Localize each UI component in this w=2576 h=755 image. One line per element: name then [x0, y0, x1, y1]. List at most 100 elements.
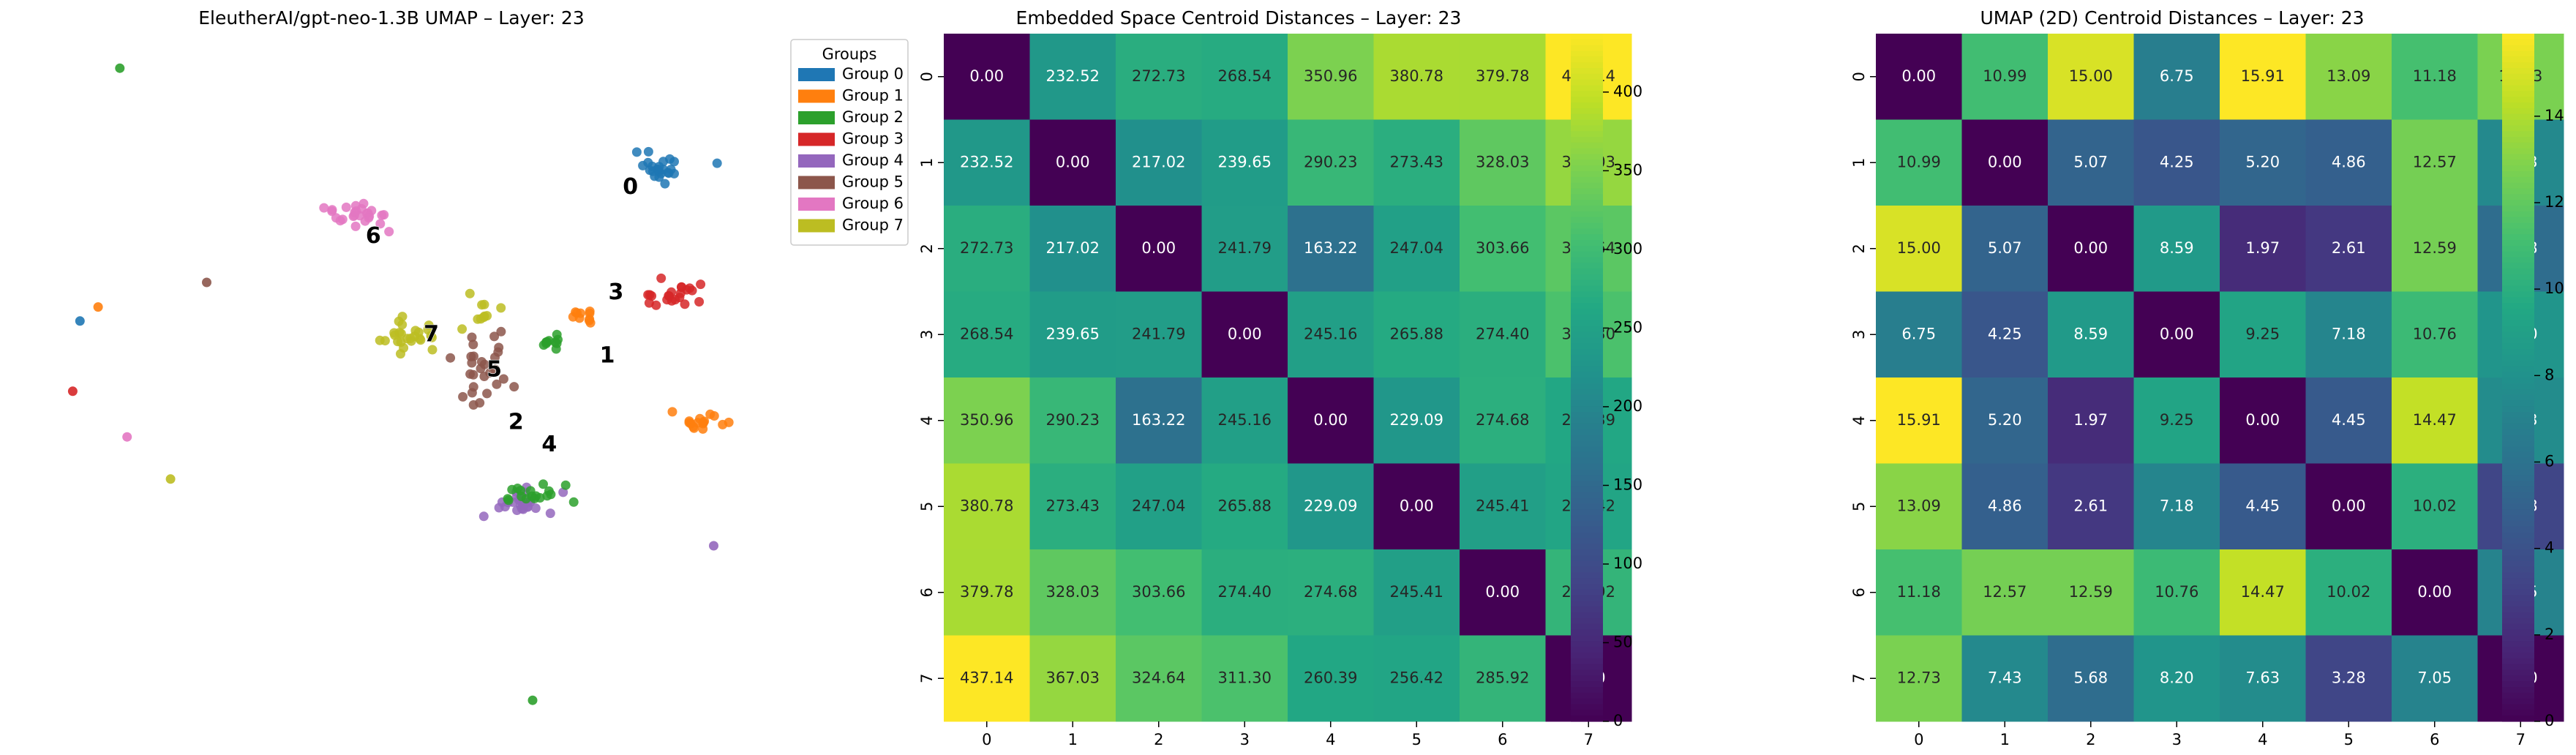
umap-point-group-5 [467, 388, 477, 398]
hm-embedded-cell-label-1-4: 290.23 [1304, 153, 1357, 170]
umap-point-group-3 [680, 299, 690, 309]
hm-embedded-cell-label-3-5: 265.88 [1390, 325, 1443, 342]
hm-embedded-xtick-1: 1 [1068, 731, 1078, 748]
hm-umap-colorbar-tick-4: 4 [2545, 539, 2554, 557]
umap-point-group-1 [718, 419, 728, 429]
heatmap-umap-axes: 0 0 1 1 2 2 3 3 4 4 5 5 6 6 7 7 [1850, 72, 2526, 748]
umap-point-group-7 [479, 299, 489, 309]
hm-umap-cell-6-6 [2392, 549, 2478, 636]
umap-point-group-3 [644, 298, 654, 308]
hm-umap-colorbar-tick-8: 8 [2545, 366, 2554, 383]
umap-point-group-6 [375, 219, 386, 229]
umap-outlier-group-7 [165, 474, 176, 484]
hm-umap-cell-4-4 [2220, 378, 2306, 464]
hm-embedded-cell-3-3 [1201, 291, 1288, 378]
hm-embedded-cell-label-3-1: 239.65 [1046, 325, 1100, 342]
hm-umap-cell-5-3 [2133, 463, 2220, 550]
umap-point-group-6 [350, 221, 361, 231]
hm-embedded-colorbar-tick-250: 250 [1613, 318, 1642, 336]
umap-point-group-7 [394, 328, 405, 338]
hm-embedded-cell-label-7-1: 367.03 [1046, 669, 1100, 686]
hm-embedded-ytick-4: 4 [918, 416, 936, 425]
umap-point-group-5 [476, 364, 486, 374]
umap-outlier-group-4 [709, 541, 718, 551]
hm-embedded-cell-7-5 [1373, 635, 1460, 722]
umap-point-group-5 [496, 326, 506, 337]
hm-umap-cell-6-2 [2048, 549, 2134, 636]
hm-embedded-ytick-1: 1 [918, 158, 936, 168]
hm-embedded-xtick-2: 2 [1154, 731, 1163, 748]
hm-umap-cell-label-0-6: 11.18 [2413, 67, 2457, 85]
hm-umap-cell-3-4 [2220, 291, 2306, 378]
hm-umap-cell-6-1 [1961, 549, 2049, 636]
hm-umap-cell-3-5 [2305, 291, 2392, 378]
hm-umap-cell-7-3 [2133, 635, 2220, 722]
hm-umap-cell-1-4 [2220, 119, 2306, 206]
hm-umap-ytick-6: 6 [1850, 587, 1868, 597]
umap-point-group-3 [696, 279, 706, 290]
hm-umap-cell-label-0-2: 15.00 [2069, 67, 2113, 85]
hm-umap-cell-label-3-6: 10.76 [2413, 325, 2457, 342]
hm-umap-cell-label-7-2: 5.68 [2073, 669, 2108, 686]
hm-embedded-cell-label-4-1: 290.23 [1046, 411, 1100, 429]
hm-umap-cell-5-2 [2048, 463, 2134, 550]
umap-point-group-7 [375, 335, 385, 345]
hm-umap-cell-3-3 [2133, 291, 2220, 378]
hm-umap-cell-label-1-1: 0.00 [1988, 153, 2022, 170]
legend-swatch-group-0 [798, 68, 835, 81]
hm-embedded-ytick-5: 5 [918, 502, 936, 511]
hm-embedded-colorbar-tick-400: 400 [1613, 83, 1642, 100]
hm-embedded-cell-label-2-6: 303.66 [1476, 239, 1529, 257]
hm-embedded-cell-0-1 [1029, 34, 1116, 120]
hm-embedded-cell-label-7-4: 260.39 [1304, 669, 1357, 686]
hm-umap-cell-label-6-3: 10.76 [2155, 583, 2198, 601]
hm-umap-cell-label-5-0: 13.09 [1897, 497, 1941, 514]
hm-umap-cell-label-7-1: 7.43 [1988, 669, 2022, 686]
hm-umap-cell-3-1 [1961, 291, 2049, 378]
hm-embedded-cell-1-4 [1288, 119, 1374, 206]
hm-umap-cell-5-5 [2305, 463, 2392, 550]
legend-label-group-1: Group 1 [842, 87, 904, 105]
hm-umap-cell-1-2 [2048, 119, 2134, 206]
hm-umap-cell-7-2 [2048, 635, 2134, 722]
hm-embedded-cell-label-4-5: 229.09 [1390, 411, 1443, 429]
hm-embedded-cell-1-3 [1201, 119, 1288, 206]
umap-point-group-0 [660, 179, 670, 189]
hm-umap-cell-0-4 [2220, 34, 2306, 120]
hm-embedded-cell-label-2-3: 241.79 [1218, 239, 1272, 257]
hm-umap-cell-2-5 [2305, 206, 2392, 292]
umap-point-group-5 [489, 331, 500, 342]
hm-embedded-cell-label-2-0: 272.73 [960, 239, 1013, 257]
umap-point-group-2 [542, 491, 552, 501]
hm-umap-cell-2-6 [2392, 206, 2478, 292]
hm-embedded-cell-label-0-4: 350.96 [1304, 67, 1357, 85]
hm-umap-xtick-2: 2 [2086, 731, 2095, 748]
umap-point-group-6 [319, 203, 329, 213]
hm-umap-cell-3-2 [2048, 291, 2134, 378]
legend-swatch-group-2 [798, 111, 835, 124]
legend-swatch-group-6 [798, 198, 835, 211]
hm-umap-cell-2-3 [2133, 206, 2220, 292]
hm-umap-cell-5-1 [1961, 463, 2049, 550]
hm-umap-cell-3-0 [1876, 291, 1962, 378]
hm-umap-cell-2-2 [2048, 206, 2134, 292]
hm-embedded-colorbar-tick-300: 300 [1613, 240, 1642, 258]
umap-title: EleutherAI/gpt-neo-1.3B UMAP – Layer: 23 [198, 7, 584, 29]
hm-embedded-cell-4-3 [1201, 378, 1288, 464]
heatmap-umap-colorbar: 0 2 4 6 8 10 12 14 [2502, 34, 2564, 729]
hm-umap-cell-2-4 [2220, 206, 2306, 292]
hm-embedded-colorbar-tick-0: 0 [1613, 712, 1623, 729]
hm-embedded-cell-label-0-3: 268.54 [1218, 67, 1272, 85]
umap-point-group-7 [473, 314, 483, 324]
hm-embedded-cell-2-3 [1201, 206, 1288, 292]
hm-embedded-colorbar-tick-50: 50 [1613, 633, 1633, 650]
hm-embedded-xtick-7: 7 [1584, 731, 1593, 748]
umap-point-group-3 [675, 288, 686, 298]
centroid-label-5: 5 [487, 357, 502, 383]
hm-embedded-cell-6-1 [1029, 549, 1116, 636]
hm-umap-cell-label-3-4: 9.25 [2245, 325, 2280, 342]
hm-embedded-cell-6-5 [1373, 549, 1460, 636]
heatmap-embedded-colorbar: 0 50 100 150 200 250 300 350 400 [1571, 34, 1642, 729]
hm-umap-cell-label-5-1: 4.86 [1988, 497, 2022, 514]
hm-embedded-cell-0-3 [1201, 34, 1288, 120]
